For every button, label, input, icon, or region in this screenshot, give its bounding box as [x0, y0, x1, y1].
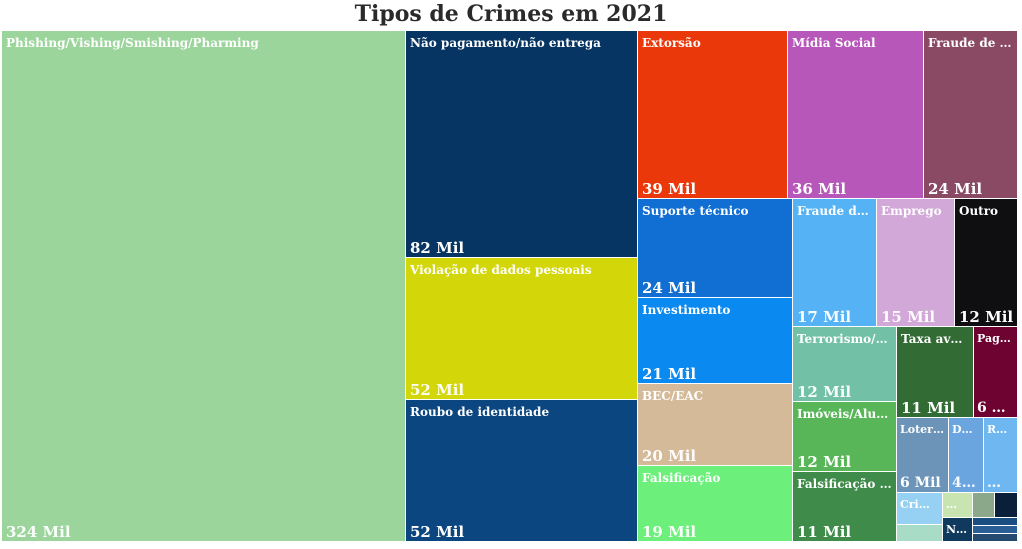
tile-value: … — [987, 475, 1001, 491]
tile-label: Cri… — [900, 498, 930, 511]
treemap-tile[interactable] — [897, 525, 943, 542]
treemap-tile[interactable]: … — [943, 493, 973, 518]
tile-label: … — [946, 498, 957, 511]
tile-value: 6 Mil — [900, 475, 941, 491]
tile-label: Pag… — [977, 332, 1011, 345]
tile-value: 24 Mil — [642, 279, 697, 297]
tile-value: 20 Mil — [642, 447, 697, 465]
treemap-tile[interactable]: Mídia Social 36 Mil — [788, 31, 924, 199]
treemap-tile[interactable]: Pag… 6 … — [974, 327, 1018, 418]
tile-label: Mídia Social — [792, 36, 876, 50]
tile-label: Falsificação — [642, 471, 721, 485]
treemap-tile[interactable] — [973, 534, 1018, 542]
treemap-tile[interactable] — [973, 493, 995, 518]
tile-label: DP… — [952, 423, 980, 436]
treemap-tile[interactable]: Terrorismo/Ame… 12 Mil — [793, 327, 897, 402]
tile-label: Phishing/Vishing/Smishing/Pharming — [6, 36, 259, 50]
tile-value: 19 Mil — [642, 523, 697, 541]
treemap-tile[interactable]: Taxa avanç… 11 Mil — [897, 327, 974, 418]
treemap-tile[interactable]: Falsificação 19 Mil — [638, 466, 793, 542]
treemap-tile[interactable]: Extorsão 39 Mil — [638, 31, 788, 199]
tile-value: 12 Mil — [797, 453, 852, 471]
tile-label: N… — [946, 523, 968, 536]
tile-label: Falsificação de i… — [797, 477, 893, 491]
treemap-tile[interactable]: Imóveis/Aluguel 12 Mil — [793, 402, 897, 472]
tile-value: 24 Mil — [928, 180, 983, 198]
treemap-tile[interactable] — [995, 493, 1018, 518]
tile-label: Investimento — [642, 303, 731, 317]
treemap-tile[interactable]: Fraude de Co… 24 Mil — [924, 31, 1018, 199]
tile-label: Terrorismo/Ame… — [797, 332, 893, 346]
tile-value: 17 Mil — [797, 308, 852, 326]
treemap-tile[interactable]: Falsificação de i… 11 Mil — [793, 472, 897, 542]
tile-value: 36 Mil — [792, 180, 847, 198]
treemap-tile[interactable]: Phishing/Vishing/Smishing/Pharming 324 Mi… — [2, 31, 406, 542]
treemap-tile[interactable]: Emprego 15 Mil — [877, 199, 955, 327]
tile-label: BEC/EAC — [642, 389, 704, 403]
tile-value: 11 Mil — [901, 399, 956, 417]
treemap-tile[interactable]: Outro 12 Mil — [955, 199, 1018, 327]
tile-label: Extorsão — [642, 36, 701, 50]
tile-label: Outro — [959, 204, 999, 218]
tile-label: Roubo de identidade — [410, 405, 550, 419]
treemap-tile[interactable]: Suporte técnico 24 Mil — [638, 199, 793, 298]
tile-value: 12 Mil — [959, 308, 1014, 326]
tile-value: 39 Mil — [642, 180, 697, 198]
treemap-tile[interactable] — [973, 518, 1018, 526]
tile-label: Fraude de c… — [797, 204, 873, 218]
tile-value: 4… — [952, 475, 976, 491]
tile-value: 6 … — [977, 400, 1006, 416]
tile-value: 52 Mil — [410, 381, 465, 399]
treemap-tile[interactable]: Violação de dados pessoais 52 Mil — [406, 258, 638, 400]
chart-title: Tipos de Crimes em 2021 — [354, 1, 668, 27]
treemap-tile[interactable]: DP… 4… — [949, 418, 984, 493]
treemap-tile[interactable]: Investimento 21 Mil — [638, 298, 793, 384]
tile-label: Loter… — [900, 423, 944, 436]
tile-label: Taxa avanç… — [901, 332, 970, 346]
tile-label: Violação de dados pessoais — [410, 263, 592, 277]
tile-value: 52 Mil — [410, 523, 465, 541]
tile-label: Emprego — [881, 204, 942, 218]
treemap-tile[interactable]: N… — [943, 518, 973, 542]
treemap-tile[interactable]: Roubo de identidade 52 Mil — [406, 400, 638, 542]
tile-value: 12 Mil — [797, 383, 852, 401]
tile-value: 324 Mil — [6, 523, 71, 541]
tile-value: 82 Mil — [410, 239, 465, 257]
treemap-tile[interactable]: BEC/EAC 20 Mil — [638, 384, 793, 466]
tile-label: Suporte técnico — [642, 204, 749, 218]
tile-label: R… — [987, 423, 1008, 436]
tile-value: 15 Mil — [881, 308, 936, 326]
treemap-tile[interactable]: Cri… — [897, 493, 943, 525]
treemap-tile[interactable]: R… … — [984, 418, 1018, 493]
treemap-tile[interactable]: Não pagamento/não entrega 82 Mil — [406, 31, 638, 258]
treemap-tile[interactable]: Fraude de c… 17 Mil — [793, 199, 877, 327]
tile-value: 21 Mil — [642, 365, 697, 383]
tile-label: Fraude de Co… — [928, 36, 1014, 50]
tile-label: Não pagamento/não entrega — [410, 36, 601, 50]
treemap-tile[interactable] — [973, 526, 1018, 534]
treemap-tile[interactable]: Loter… 6 Mil — [897, 418, 949, 493]
tile-label: Imóveis/Aluguel — [797, 407, 893, 421]
tile-value: 11 Mil — [797, 523, 852, 541]
